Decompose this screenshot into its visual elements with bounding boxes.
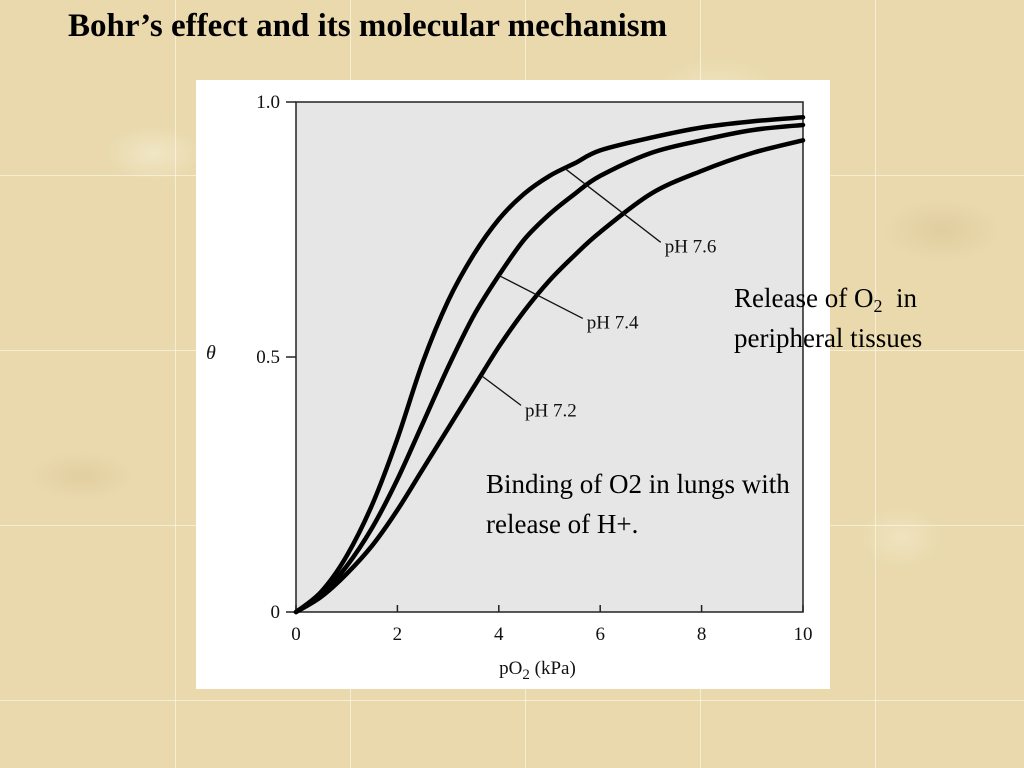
x-tick-label: 10	[794, 624, 813, 645]
series-line-ph-7-2	[293, 138, 806, 615]
y-tick-label: 1.0	[256, 92, 280, 113]
x-tick-label: 8	[697, 624, 707, 645]
x-tick-label: 4	[494, 624, 504, 645]
series-label-ph-7-6: pH 7.6	[665, 236, 717, 257]
binding-o2-annotation: Binding of O2 in lungs with release of H…	[486, 464, 790, 544]
release-subscript: 2	[873, 296, 883, 316]
chart-svg: 0 2 4 6 8 10 0 0.5 1.0 pH 7.6 pH 7.4 pH 7.2 θ pO2 …	[206, 92, 813, 683]
leader-line-ph-7-6	[564, 167, 662, 243]
x-axis-label-main: pO	[499, 658, 522, 679]
release-text: Release of O	[734, 283, 874, 313]
binding-line-2: release of H+.	[486, 509, 639, 539]
release-tail: in	[895, 283, 917, 313]
y-tick-label: 0	[271, 602, 281, 623]
x-tick-label: 0	[291, 624, 301, 645]
x-axis-label-tail: (kPa)	[530, 658, 576, 679]
y-tick-label: 0.5	[256, 347, 280, 368]
x-tick-label: 6	[595, 624, 605, 645]
axis-layer: 0 2 4 6 8 10 0 0.5 1.0	[256, 92, 812, 645]
series-line-ph-7-6	[293, 115, 806, 615]
slide-title: Bohr’s effect and its molecular mechanis…	[68, 8, 668, 44]
x-axis-label: pO2 (kPa)	[499, 658, 576, 683]
series-label-ph-7-2: pH 7.2	[525, 400, 577, 421]
release-line-2: peripheral tissues	[734, 323, 923, 353]
release-o2-annotation: Release of O2 in peripheral tissues	[734, 278, 922, 358]
x-axis-label-sub: 2	[522, 667, 530, 683]
series-label-ph-7-4: pH 7.4	[587, 312, 639, 333]
binding-line-1: Binding of O2 in lungs with	[486, 469, 790, 499]
leader-line-ph-7-2	[480, 374, 522, 406]
plot-area	[295, 101, 804, 613]
release-line-1: Release of O2 in	[734, 278, 922, 318]
y-axis-label: θ	[206, 342, 216, 364]
series-label-layer: pH 7.6 pH 7.4 pH 7.2	[480, 167, 717, 421]
x-tick-label: 2	[393, 624, 403, 645]
leader-line-ph-7-4	[498, 274, 584, 319]
oxygen-saturation-chart: 0 2 4 6 8 10 0 0.5 1.0 pH 7.6 pH 7.4 pH 7.2 θ pO2 …	[196, 80, 830, 689]
